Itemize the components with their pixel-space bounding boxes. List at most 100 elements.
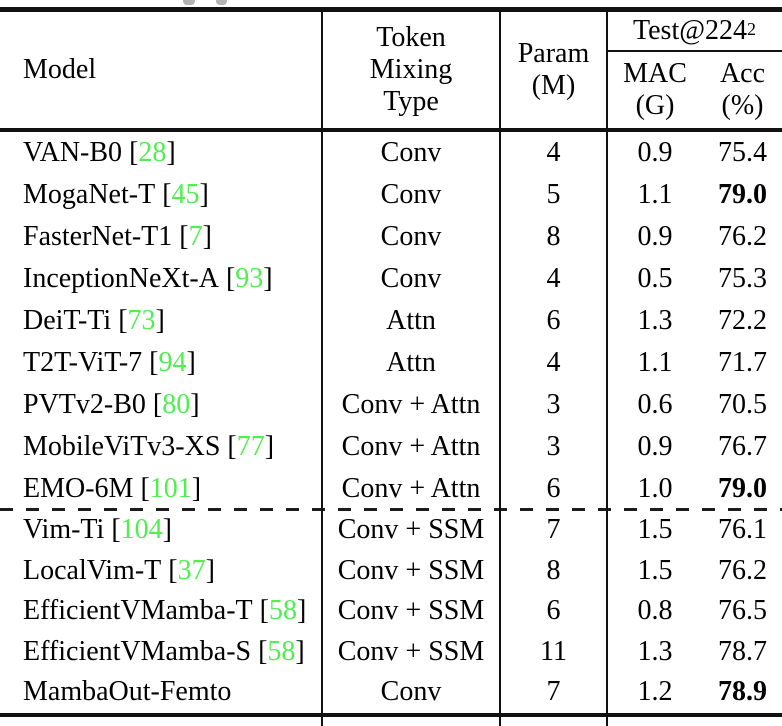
citation: [28] bbox=[129, 137, 176, 169]
column-divider bbox=[499, 7, 501, 726]
token-mixing-type-cell: Attn bbox=[386, 305, 436, 336]
citation-number: 101 bbox=[149, 473, 192, 504]
citation-close-bracket: ] bbox=[155, 305, 165, 336]
acc-cell: 76.7 bbox=[718, 431, 767, 462]
param-cell: 7 bbox=[546, 676, 561, 708]
citation-open-bracket: [ bbox=[129, 137, 139, 168]
column-header-model: Model bbox=[23, 54, 97, 85]
param-cell: 8 bbox=[546, 554, 561, 586]
token-mixing-type-cell: Conv + Attn bbox=[341, 431, 481, 462]
param-cell: 4 bbox=[546, 137, 561, 168]
acc-cell: 76.2 bbox=[718, 554, 767, 586]
citation: [73] bbox=[118, 305, 165, 337]
model-name: EMO-6M bbox=[23, 473, 134, 504]
model-cell: VAN-B0 [28] bbox=[0, 132, 322, 174]
citation-number: 58 bbox=[268, 595, 297, 627]
model-name: MambaOut-Femto bbox=[23, 676, 232, 708]
citation-number: 28 bbox=[138, 137, 167, 168]
citation: [58] bbox=[260, 595, 307, 627]
column-header-param: Param (M) bbox=[517, 38, 590, 101]
citation-close-bracket: ] bbox=[191, 473, 202, 504]
page-crop-artifact bbox=[183, 0, 195, 5]
citation-number: 37 bbox=[177, 554, 206, 586]
token-mixing-type-cell: Conv bbox=[380, 137, 442, 168]
mac-cell: 1.0 bbox=[637, 473, 673, 504]
token-mixing-type-cell: Conv + Attn bbox=[341, 473, 481, 504]
token-mixing-type-cell: Conv + SSM bbox=[337, 554, 485, 586]
acc-cell: 72.2 bbox=[718, 305, 767, 336]
model-name: DeiT-Ti bbox=[23, 305, 112, 336]
citation-open-bracket: [ bbox=[168, 554, 178, 586]
model-cell: PVTv2-B0 [80] bbox=[0, 384, 322, 426]
citation-number: 104 bbox=[120, 514, 163, 546]
model-name: LocalVim-T bbox=[23, 554, 162, 586]
mac-cell: 0.9 bbox=[637, 137, 673, 168]
citation-open-bracket: [ bbox=[162, 179, 172, 210]
acc-cell: 78.7 bbox=[718, 635, 767, 667]
citation-close-bracket: ] bbox=[166, 137, 176, 168]
param-cell: 4 bbox=[546, 263, 561, 294]
token-mixing-type-cell: Conv bbox=[380, 676, 442, 708]
token-mixing-type-cell: Conv bbox=[380, 221, 442, 252]
model-cell: MobileViTv3-XS [77] bbox=[0, 426, 322, 468]
token-mixing-type-cell: Conv + Attn bbox=[341, 389, 481, 420]
table-rule-bottom bbox=[0, 713, 782, 717]
citation-number: 7 bbox=[188, 221, 203, 252]
citation-open-bracket: [ bbox=[140, 473, 150, 504]
citation-close-bracket: ] bbox=[264, 431, 275, 462]
token-mixing-type-cell: Conv + SSM bbox=[337, 595, 485, 627]
citation-number: 93 bbox=[235, 263, 264, 294]
citation: [104] bbox=[111, 514, 172, 546]
mac-cell: 0.5 bbox=[637, 263, 673, 294]
acc-cell: 79.0 bbox=[718, 179, 767, 210]
param-cell: 7 bbox=[546, 514, 561, 546]
citation-open-bracket: [ bbox=[258, 635, 268, 667]
mac-cell: 1.3 bbox=[637, 635, 673, 667]
citation-close-bracket: ] bbox=[295, 635, 305, 667]
mac-cell: 0.6 bbox=[637, 389, 673, 420]
citation-number: 77 bbox=[236, 431, 265, 462]
mac-cell: 1.2 bbox=[637, 676, 673, 708]
mac-cell: 1.1 bbox=[637, 347, 673, 378]
column-header-test-224: Test@224 2 bbox=[632, 15, 757, 46]
citation: [94] bbox=[149, 347, 196, 379]
citation: [37] bbox=[168, 555, 215, 587]
acc-cell: 76.2 bbox=[718, 221, 767, 252]
param-cell: 4 bbox=[546, 347, 561, 378]
model-name: PVTv2-B0 bbox=[23, 389, 146, 420]
model-name: FasterNet-T1 bbox=[23, 221, 173, 252]
citation-open-bracket: [ bbox=[152, 389, 163, 420]
param-cell: 6 bbox=[546, 473, 561, 504]
citation-number: 45 bbox=[171, 179, 200, 210]
acc-cell: 78.9 bbox=[718, 676, 767, 708]
citation: [7] bbox=[179, 221, 212, 253]
citation-number: 58 bbox=[267, 635, 296, 667]
test-subheader-rule bbox=[607, 50, 782, 52]
token-mixing-type-cell: Attn bbox=[386, 347, 436, 378]
model-name: T2T-ViT-7 bbox=[23, 347, 143, 378]
citation-close-bracket: ] bbox=[296, 595, 307, 627]
model-name: MogaNet-T bbox=[23, 179, 156, 210]
acc-cell: 79.0 bbox=[718, 473, 767, 504]
acc-cell: 70.5 bbox=[718, 389, 767, 420]
acc-cell: 76.5 bbox=[718, 595, 767, 627]
model-cell: LocalVim-T [37] bbox=[0, 551, 322, 592]
superscript-2: 2 bbox=[747, 19, 757, 39]
model-cell: T2T-ViT-7 [94] bbox=[0, 342, 322, 384]
citation: [77] bbox=[227, 431, 274, 463]
mac-cell: 0.9 bbox=[637, 221, 673, 252]
citation-number: 80 bbox=[162, 389, 191, 420]
citation-close-bracket: ] bbox=[205, 554, 215, 586]
model-name: InceptionNeXt-A bbox=[23, 263, 219, 294]
model-cell: EMO-6M [101] bbox=[0, 468, 322, 510]
model-cell: Vim-Ti [104] bbox=[0, 510, 322, 551]
citation-open-bracket: [ bbox=[259, 595, 269, 627]
token-mixing-type-cell: Conv bbox=[380, 263, 442, 294]
token-mixing-type-cell: Conv + SSM bbox=[337, 514, 485, 546]
citation-open-bracket: [ bbox=[111, 514, 121, 546]
acc-cell: 71.7 bbox=[718, 347, 767, 378]
citation-open-bracket: [ bbox=[118, 305, 128, 336]
model-cell: EfficientVMamba-T [58] bbox=[0, 591, 322, 632]
param-cell: 3 bbox=[546, 389, 561, 420]
model-name: EfficientVMamba-T bbox=[23, 595, 253, 627]
